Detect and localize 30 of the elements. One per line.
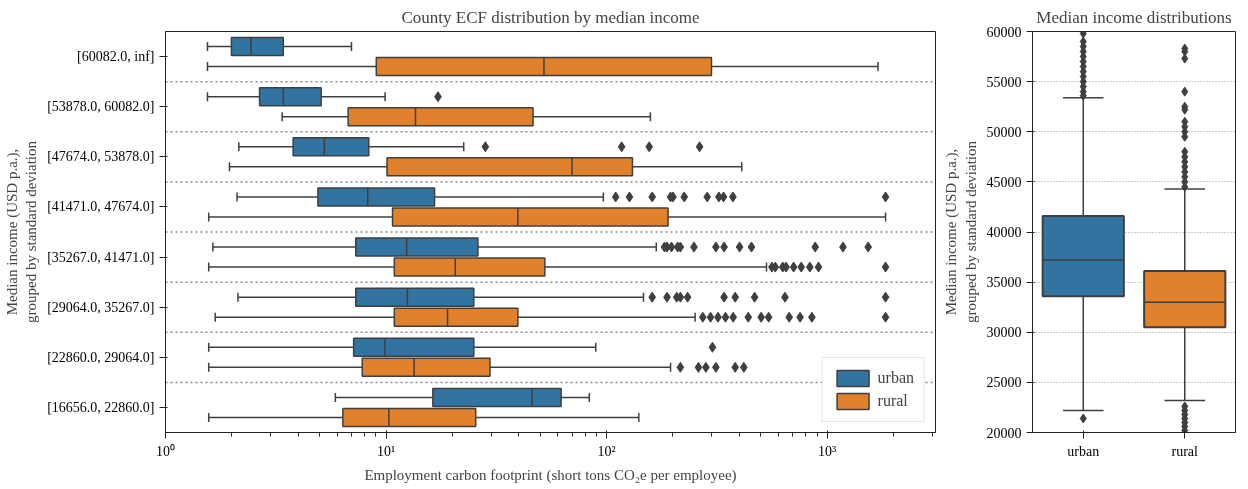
x-tick-label: 10²	[597, 443, 616, 459]
y-tick-label: 35000	[986, 275, 1022, 291]
y-tick-label: [53878.0, 60082.0]	[47, 99, 155, 115]
y-tick-label: 60000	[986, 24, 1022, 40]
x-tick-label: 10³	[818, 443, 837, 459]
y-tick-label: [60082.0, inf]	[77, 49, 155, 65]
x-axis-title: Employment carbon footprint (short tons CO₂e per employee)	[364, 466, 737, 484]
y-tick-label: 45000	[986, 174, 1022, 190]
y-tick-label: [29064.0, 35267.0]	[47, 299, 155, 315]
y-axis-title: Median income (USD p.a.), grouped by standard deviation	[943, 140, 979, 324]
y-tick-label: 20000	[986, 425, 1022, 441]
chart-title: County ECF distribution by median income	[401, 7, 700, 27]
y-tick-label: [16656.0, 22860.0]	[47, 399, 155, 415]
y-tick-label: 50000	[986, 124, 1022, 140]
y-tick-label: [47674.0, 53878.0]	[47, 149, 155, 165]
legend-label: urban	[877, 369, 914, 387]
y-tick-label: 30000	[986, 325, 1022, 341]
y-tick-label: 55000	[986, 74, 1022, 90]
y-tick-label: [41471.0, 47674.0]	[47, 199, 155, 215]
x-tick-label: 10⁰	[156, 443, 175, 459]
y-tick-label: [22860.0, 29064.0]	[47, 349, 155, 365]
y-tick-label: 40000	[986, 225, 1022, 240]
legend-label: rural	[877, 392, 908, 410]
x-tick-label: urban	[1067, 443, 1100, 459]
x-tick-label: 10¹	[376, 443, 396, 459]
y-axis-title: Median income (USD p.a.), grouped by standard deviation	[3, 140, 40, 324]
chart-title: Median income distributions	[1036, 7, 1232, 27]
y-tick-label: [35267.0, 41471.0]	[47, 249, 155, 265]
y-tick-label: 25000	[986, 375, 1022, 391]
x-tick-label: rural	[1171, 443, 1199, 459]
